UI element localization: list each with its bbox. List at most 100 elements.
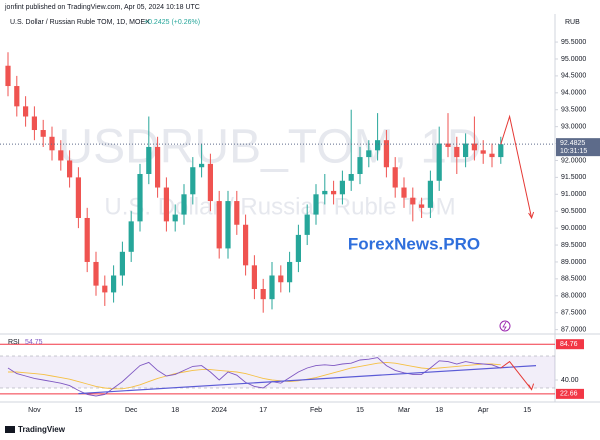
candle-body <box>40 130 46 137</box>
x-tick-label: Nov <box>28 407 41 414</box>
event-icon-bolt <box>502 321 507 331</box>
candle-body <box>489 153 495 158</box>
candle-body <box>339 180 345 195</box>
candle-body <box>436 143 442 181</box>
candle-body <box>410 197 416 205</box>
y-tick-label: 87.5000 <box>561 310 586 317</box>
x-tick-label: Feb <box>310 407 322 414</box>
candle-body <box>146 146 152 174</box>
brand: ForexNews.PRO <box>348 234 480 253</box>
candle-body <box>445 143 451 147</box>
candle-body <box>155 146 161 188</box>
candle-body <box>14 86 20 107</box>
y-tick-label: 95.5000 <box>561 39 586 46</box>
event-icon <box>499 320 511 332</box>
rsi-value: 54.75 <box>25 339 43 346</box>
symbol: U.S. Dollar / Russian Ruble TOM, 1D, MOE… <box>10 19 150 26</box>
y-tick-label: 94.5000 <box>561 73 586 80</box>
forecast-arrow <box>500 114 533 219</box>
candle-body <box>498 144 504 158</box>
candle-body <box>295 234 301 262</box>
candle-body <box>172 214 178 222</box>
candle-body <box>111 275 117 293</box>
y-tick-label: 93.5000 <box>561 107 586 114</box>
candle-body <box>75 177 81 218</box>
y-tick-label: 89.0000 <box>561 259 586 266</box>
forecast-arrow <box>500 360 532 390</box>
x-tick-label: 18 <box>435 407 443 414</box>
watermark: USDRUB_TOM, 1D <box>58 121 481 174</box>
x-tick-label: 15 <box>356 407 364 414</box>
y-tick-label: 90.5000 <box>561 208 586 215</box>
candle-body <box>401 187 407 198</box>
candle-body <box>199 163 205 168</box>
candle-body <box>23 106 29 117</box>
candle-body <box>234 201 240 225</box>
arrow-head <box>528 383 535 391</box>
candle-body <box>190 167 196 195</box>
candle-body <box>5 65 11 87</box>
x-tick-label: Apr <box>478 407 490 414</box>
candle-body <box>322 190 328 195</box>
candle-body <box>119 251 125 276</box>
candle-body <box>313 194 319 215</box>
y-tick-label: 40.00 <box>561 377 579 384</box>
candle-body <box>225 201 231 249</box>
candle-body <box>260 289 266 300</box>
level-label: 84.76 <box>560 341 578 348</box>
candle-body <box>419 204 425 208</box>
x-tick-label: Mar <box>398 407 411 414</box>
y-tick-label: 91.0000 <box>561 191 586 198</box>
candle-body <box>348 174 354 181</box>
x-tick-label: 17 <box>259 407 267 414</box>
last-price-box <box>556 138 600 157</box>
rsi-line <box>7 357 501 397</box>
candle-body <box>471 143 477 151</box>
x-tick-label: 2024 <box>211 407 227 414</box>
candle-body <box>67 160 73 178</box>
candle-body <box>181 194 187 215</box>
candle-body <box>49 136 55 151</box>
candle-body <box>392 167 398 188</box>
candle-body <box>287 261 293 283</box>
x-tick-label: Dec <box>125 407 138 414</box>
candle-body <box>427 180 433 208</box>
candle-body <box>216 201 222 249</box>
y-tick-label: 88.0000 <box>561 293 586 300</box>
change: +0.2425 (+0.26%) <box>144 19 200 26</box>
candle-body <box>463 143 469 158</box>
level-box <box>556 388 584 399</box>
candle-body <box>243 224 249 266</box>
level-box <box>556 339 584 350</box>
candle-body <box>278 275 284 283</box>
y-tick-label: 88.5000 <box>561 276 586 283</box>
candle-body <box>31 116 37 131</box>
candle-body <box>84 217 90 262</box>
candle-body <box>304 214 310 235</box>
candle-body <box>58 150 64 161</box>
candle-body <box>357 157 363 174</box>
candle-body <box>207 163 213 202</box>
candle-body <box>383 140 389 168</box>
y-tick-label: 91.5000 <box>561 174 586 181</box>
x-tick-label: 15 <box>75 407 83 414</box>
x-tick-label: 15 <box>523 407 531 414</box>
candle-body <box>251 265 257 290</box>
logo <box>5 426 15 433</box>
candle-body <box>102 285 108 293</box>
candle-body <box>128 221 134 252</box>
candle-body <box>366 150 372 158</box>
watermark-subtitle: U.S. Dollar / Russian Ruble TOM <box>104 193 455 220</box>
y-tick-label: 87.0000 <box>561 326 586 333</box>
candle-body <box>331 190 337 195</box>
y-tick-label: 90.0000 <box>561 225 586 232</box>
y-tick-label: 93.0000 <box>561 123 586 130</box>
candle-body <box>480 150 486 154</box>
rsi-name: RSI <box>8 339 20 346</box>
y-tick-label: 89.5000 <box>561 242 586 249</box>
arrow-head <box>528 211 535 220</box>
currency: RUB <box>565 19 580 26</box>
footer-text: TradingView <box>18 425 66 434</box>
